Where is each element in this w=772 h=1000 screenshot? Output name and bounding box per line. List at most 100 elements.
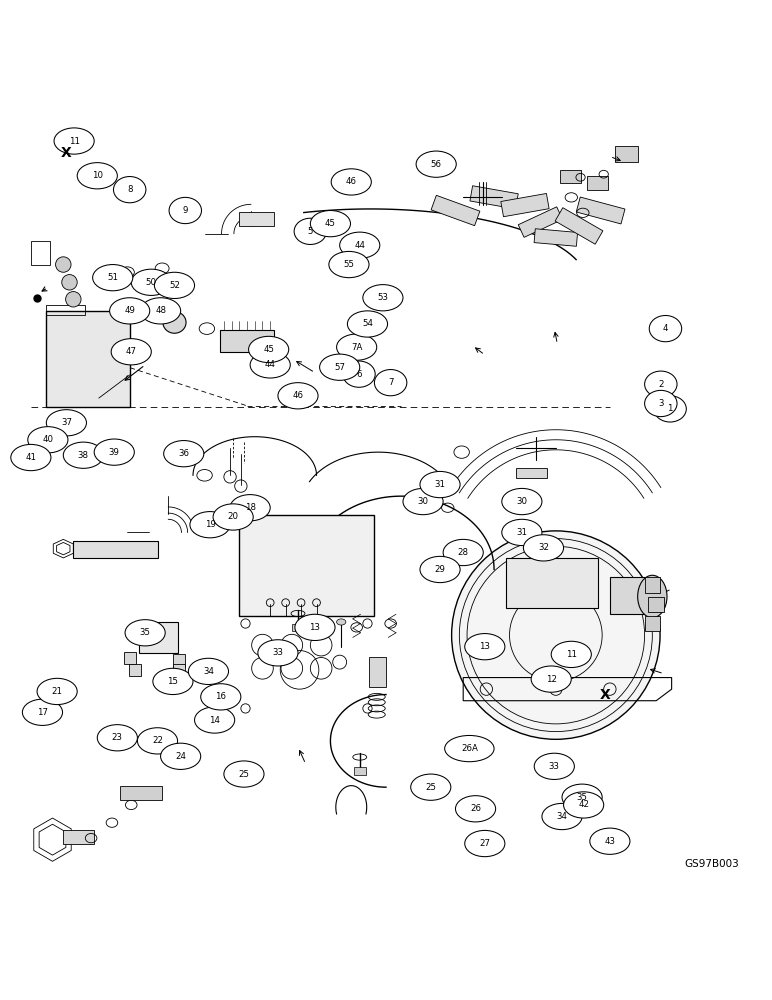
Ellipse shape — [310, 211, 350, 237]
Ellipse shape — [638, 575, 667, 618]
Circle shape — [66, 292, 81, 307]
Ellipse shape — [153, 668, 193, 695]
Ellipse shape — [230, 495, 270, 521]
Text: X: X — [60, 146, 71, 160]
Ellipse shape — [294, 218, 327, 244]
Bar — [46, 305, 85, 315]
Bar — [369, 657, 386, 687]
Bar — [610, 577, 652, 614]
Text: 52: 52 — [169, 281, 180, 290]
Text: 57: 57 — [334, 363, 345, 372]
Text: 30: 30 — [418, 497, 428, 506]
Text: 12: 12 — [546, 675, 557, 684]
Bar — [292, 624, 304, 631]
Ellipse shape — [649, 315, 682, 342]
Text: 37: 37 — [61, 418, 72, 427]
Bar — [560, 170, 581, 183]
Ellipse shape — [502, 519, 542, 546]
Bar — [46, 311, 130, 407]
Bar — [239, 515, 374, 616]
Bar — [129, 664, 141, 676]
Text: 19: 19 — [205, 520, 215, 529]
Ellipse shape — [420, 471, 460, 498]
Ellipse shape — [37, 678, 77, 705]
Ellipse shape — [54, 128, 94, 154]
Text: GS97B003: GS97B003 — [685, 859, 740, 869]
Text: 25: 25 — [239, 770, 249, 779]
Ellipse shape — [411, 774, 451, 800]
Ellipse shape — [403, 488, 443, 515]
Text: 40: 40 — [42, 435, 53, 444]
Bar — [645, 616, 660, 631]
Bar — [31, 241, 50, 265]
Ellipse shape — [28, 427, 68, 453]
Bar — [645, 577, 660, 593]
Ellipse shape — [443, 539, 483, 566]
Ellipse shape — [445, 735, 494, 762]
Circle shape — [452, 531, 660, 739]
Ellipse shape — [11, 444, 51, 471]
Bar — [173, 654, 185, 667]
Ellipse shape — [295, 614, 335, 641]
Text: 3: 3 — [658, 399, 664, 408]
Text: 18: 18 — [245, 503, 256, 512]
Ellipse shape — [337, 619, 346, 625]
Ellipse shape — [125, 620, 165, 646]
Bar — [63, 830, 94, 844]
Bar — [534, 229, 577, 246]
Text: 2: 2 — [658, 380, 664, 389]
Text: 50: 50 — [146, 278, 157, 287]
Text: 22: 22 — [152, 736, 163, 745]
Text: 10: 10 — [92, 171, 103, 180]
Text: 47: 47 — [126, 347, 137, 356]
Text: 35: 35 — [577, 793, 587, 802]
Ellipse shape — [645, 371, 677, 397]
Text: 1: 1 — [667, 404, 673, 413]
Text: 25: 25 — [425, 783, 436, 792]
Text: 32: 32 — [538, 543, 549, 552]
Text: 7A: 7A — [351, 343, 362, 352]
Ellipse shape — [97, 725, 137, 751]
Ellipse shape — [343, 361, 375, 387]
Ellipse shape — [374, 370, 407, 396]
Text: 6: 6 — [356, 370, 362, 379]
Ellipse shape — [331, 169, 371, 195]
Text: 24: 24 — [175, 752, 186, 761]
Text: 39: 39 — [109, 448, 120, 457]
Ellipse shape — [337, 334, 377, 360]
Bar — [470, 186, 518, 209]
Text: 11: 11 — [566, 650, 577, 659]
Ellipse shape — [564, 792, 604, 818]
Bar — [587, 176, 608, 190]
Ellipse shape — [340, 232, 380, 258]
Circle shape — [62, 275, 77, 290]
Ellipse shape — [137, 728, 178, 754]
Ellipse shape — [654, 396, 686, 422]
Ellipse shape — [113, 177, 146, 203]
Bar — [501, 193, 549, 217]
Ellipse shape — [542, 803, 582, 830]
Text: 49: 49 — [124, 306, 135, 315]
Text: 34: 34 — [557, 812, 567, 821]
Text: 13: 13 — [310, 623, 320, 632]
Ellipse shape — [190, 512, 230, 538]
Text: 54: 54 — [362, 319, 373, 328]
Text: 45: 45 — [325, 219, 336, 228]
Text: 33: 33 — [273, 648, 283, 657]
Text: 38: 38 — [78, 451, 89, 460]
Ellipse shape — [465, 830, 505, 857]
Ellipse shape — [465, 634, 505, 660]
Text: 30: 30 — [516, 497, 527, 506]
Text: 51: 51 — [107, 273, 118, 282]
Text: 23: 23 — [112, 733, 123, 742]
Ellipse shape — [154, 272, 195, 299]
Ellipse shape — [169, 197, 201, 224]
Text: 29: 29 — [435, 565, 445, 574]
Bar — [648, 596, 664, 612]
Bar — [239, 212, 274, 226]
Text: 35: 35 — [140, 628, 151, 637]
Text: 7: 7 — [388, 378, 394, 387]
Text: 20: 20 — [228, 512, 239, 521]
Ellipse shape — [347, 311, 388, 337]
Bar — [555, 208, 603, 244]
